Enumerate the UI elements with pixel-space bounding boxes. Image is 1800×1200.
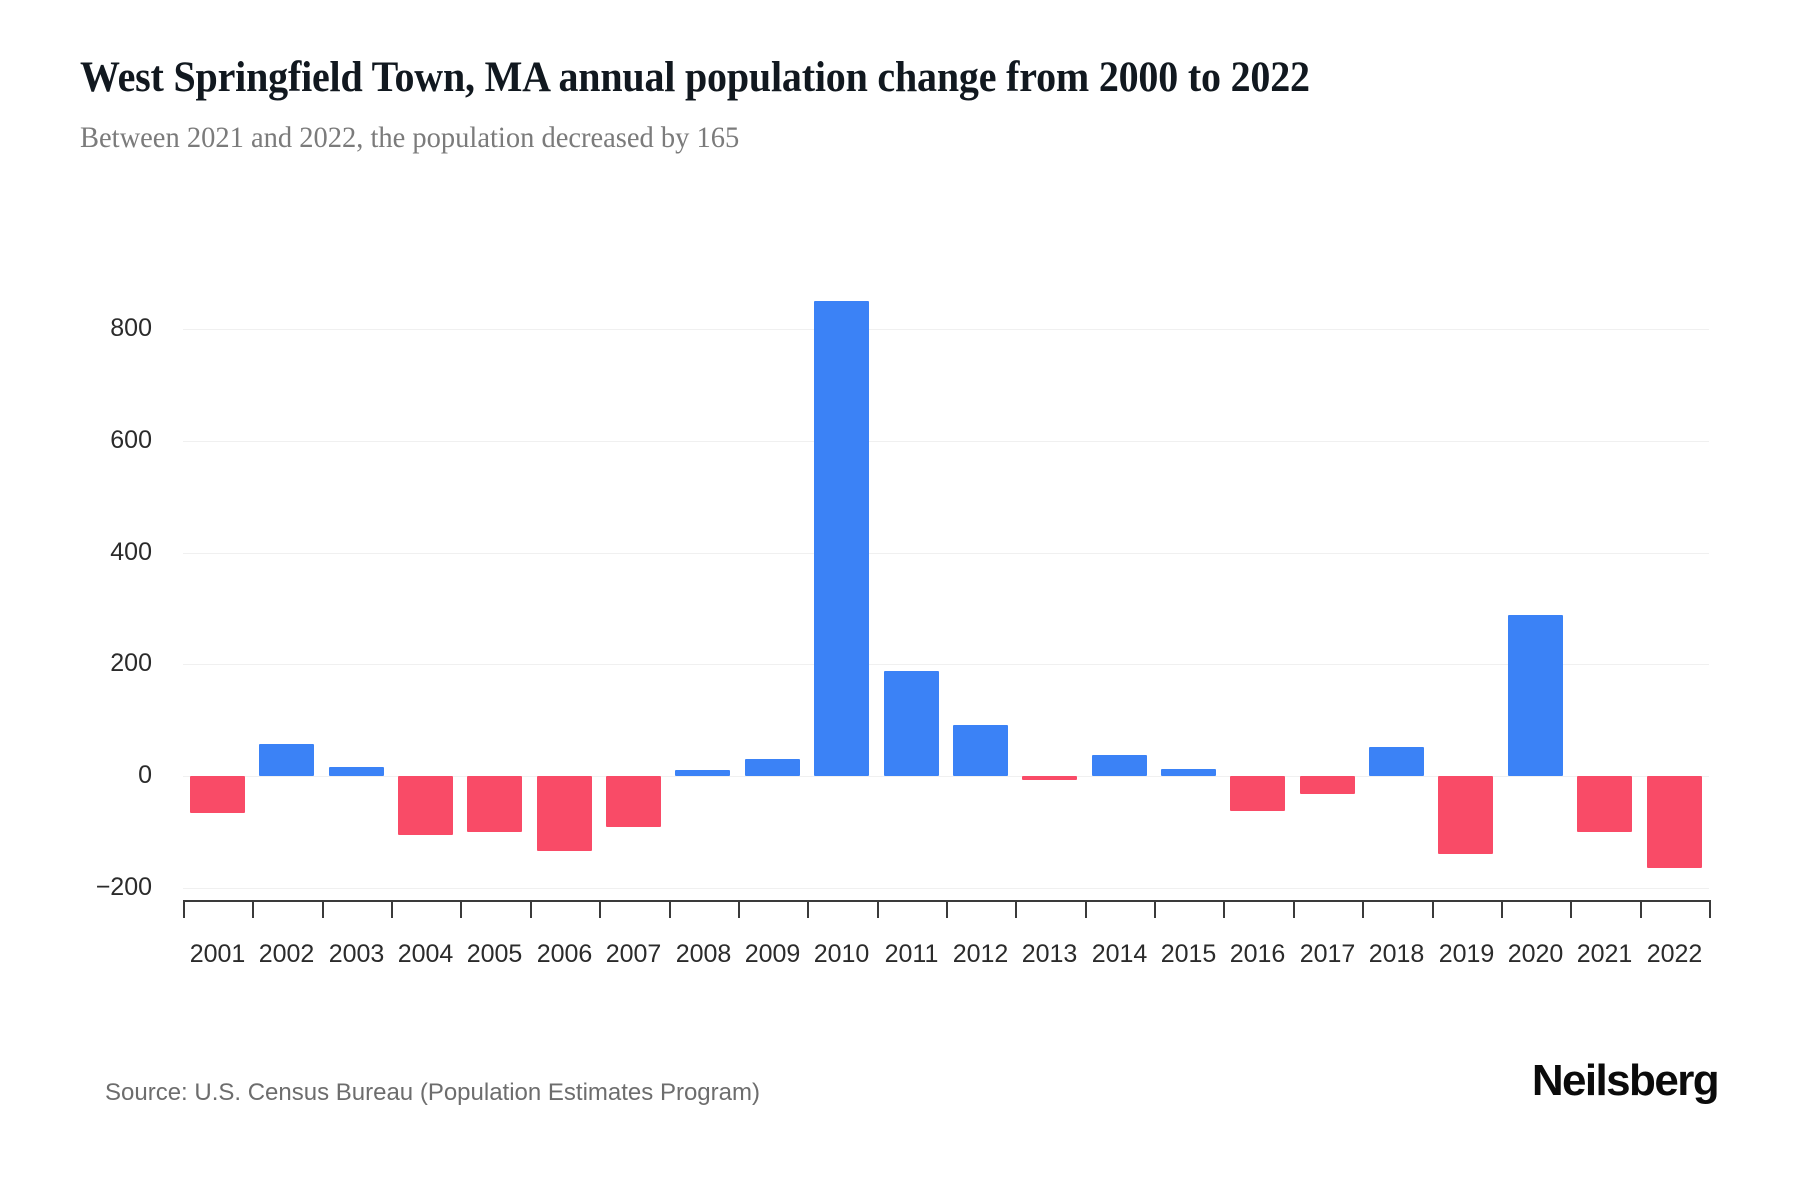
x-axis-tick-label-2014: 2014 <box>1091 940 1148 968</box>
bar-2004[interactable] <box>398 776 453 835</box>
y-axis-tick-label: 400 <box>110 537 152 566</box>
bar-2013[interactable] <box>1022 776 1077 781</box>
x-axis-tick <box>1570 900 1572 918</box>
x-axis-tick-label-2002: 2002 <box>258 940 315 968</box>
bar-2006[interactable] <box>537 776 592 852</box>
bar-2010[interactable] <box>814 301 869 776</box>
x-axis-tick-label-2017: 2017 <box>1299 940 1356 968</box>
x-axis-tick <box>1362 900 1364 918</box>
x-axis-tick <box>738 900 740 918</box>
x-axis-tick <box>599 900 601 918</box>
x-axis-tick-label-2009: 2009 <box>744 940 801 968</box>
x-axis-tick <box>1015 900 1017 918</box>
x-axis-tick <box>1709 900 1711 918</box>
x-axis-tick <box>1640 900 1642 918</box>
x-axis-tick <box>530 900 532 918</box>
bar-2003[interactable] <box>329 767 384 776</box>
x-axis-tick-label-2020: 2020 <box>1507 940 1564 968</box>
x-axis-tick-label-2018: 2018 <box>1368 940 1425 968</box>
gridline-400 <box>183 552 1709 554</box>
bar-2009[interactable] <box>745 759 800 776</box>
y-axis-tick-label: 0 <box>138 761 152 789</box>
gridline-200 <box>183 664 1709 666</box>
bar-2022[interactable] <box>1647 776 1702 869</box>
x-axis-tick <box>1223 900 1225 918</box>
bar-2011[interactable] <box>884 670 939 776</box>
gridline--200 <box>183 887 1709 889</box>
bar-2019[interactable] <box>1438 776 1493 855</box>
bar-2015[interactable] <box>1161 769 1216 776</box>
source-note: Source: U.S. Census Bureau (Population E… <box>105 1079 760 1106</box>
bar-2014[interactable] <box>1092 754 1147 776</box>
x-axis-tick-label-2019: 2019 <box>1438 940 1495 968</box>
x-axis-tick <box>669 900 671 918</box>
x-axis-tick <box>807 900 809 918</box>
x-axis-tick <box>252 900 254 918</box>
x-axis-tick <box>460 900 462 918</box>
x-axis-tick-label-2003: 2003 <box>328 940 385 968</box>
x-axis-tick-label-2022: 2022 <box>1646 940 1703 968</box>
x-axis-tick-label-2004: 2004 <box>397 940 454 968</box>
x-axis-tick <box>1432 900 1434 918</box>
x-axis-tick <box>391 900 393 918</box>
bar-2021[interactable] <box>1577 776 1632 832</box>
x-axis-tick <box>322 900 324 918</box>
gridline-0 <box>183 776 1709 777</box>
page-title: West Springfield Town, MA annual populat… <box>80 54 1310 101</box>
x-axis-tick <box>1501 900 1503 918</box>
bar-2017[interactable] <box>1300 776 1355 795</box>
x-axis-tick <box>1085 900 1087 918</box>
x-axis-tick-label-2012: 2012 <box>952 940 1009 968</box>
x-axis-tick <box>1293 900 1295 918</box>
y-axis-tick-label: −200 <box>95 872 152 901</box>
x-axis-tick-label-2010: 2010 <box>813 940 870 968</box>
x-axis-tick <box>1154 900 1156 918</box>
bar-2012[interactable] <box>953 724 1008 776</box>
y-axis-tick-label: 800 <box>110 314 152 342</box>
bar-2016[interactable] <box>1230 776 1285 811</box>
x-axis-tick-label-2013: 2013 <box>1021 940 1078 968</box>
y-axis-tick-label: 200 <box>110 649 152 678</box>
x-axis-tick-label-2008: 2008 <box>675 940 732 968</box>
x-axis-tick-label-2016: 2016 <box>1229 940 1286 968</box>
gridline-800 <box>183 329 1709 330</box>
x-axis-tick-label-2005: 2005 <box>466 940 523 968</box>
x-axis-tick <box>946 900 948 918</box>
x-axis-tick-label-2015: 2015 <box>1160 940 1217 968</box>
bar-2001[interactable] <box>190 776 245 813</box>
x-axis-tick-label-2021: 2021 <box>1576 940 1633 968</box>
bar-2007[interactable] <box>606 776 661 828</box>
x-axis-tick-label-2007: 2007 <box>605 940 662 968</box>
bar-2005[interactable] <box>467 776 522 832</box>
chart-subtitle: Between 2021 and 2022, the population de… <box>80 121 740 154</box>
x-axis-tick-label-2001: 2001 <box>189 940 246 968</box>
brand-logo: Neilsberg <box>1531 1056 1720 1105</box>
x-axis-tick-label-2006: 2006 <box>536 940 593 968</box>
bar-2008[interactable] <box>675 770 730 776</box>
x-axis-tick-label-2011: 2011 <box>884 940 939 968</box>
y-axis-tick-label: 600 <box>110 425 152 454</box>
bar-2018[interactable] <box>1369 746 1424 776</box>
bar-2020[interactable] <box>1508 615 1563 776</box>
x-axis-tick <box>183 900 185 918</box>
bar-2002[interactable] <box>259 744 314 776</box>
gridline-600 <box>183 440 1709 442</box>
x-axis-tick <box>877 900 879 918</box>
